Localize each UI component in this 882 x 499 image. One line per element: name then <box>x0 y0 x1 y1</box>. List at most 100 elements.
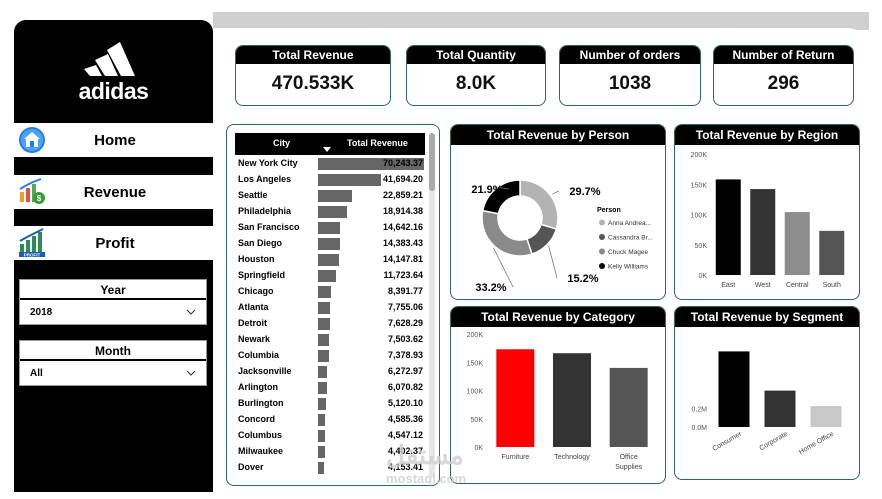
slice-data-label: 21.9% <box>471 184 502 196</box>
revenue-by-category-card: Total Revenue by Category 0K 50K 100K 150K 2… <box>450 306 666 484</box>
table-row[interactable]: New York City 70,243.37 <box>235 156 425 172</box>
bar[interactable] <box>496 349 535 447</box>
sort-desc-icon[interactable] <box>323 147 331 152</box>
year-dropdown[interactable]: 2018 <box>20 300 206 324</box>
revenue-by-segment-chart: 0.0M 0.2M Consumer Corporate Home Office <box>691 351 842 456</box>
revenue-data-bar <box>318 398 326 410</box>
kpi-value: 1038 <box>608 73 652 94</box>
month-slicer[interactable]: Month All <box>19 340 207 386</box>
chart-title: Total Revenue by Category <box>451 307 665 327</box>
legend-entry[interactable]: Cassandra Br... <box>608 235 653 242</box>
revenue-data-bar <box>318 414 325 426</box>
table-row[interactable]: Los Angeles 41,694.20 <box>235 172 425 188</box>
legend-entry[interactable]: Kelly Williams <box>608 264 649 271</box>
nav-profit[interactable]: PROFIT Profit <box>14 226 213 260</box>
legend-swatch <box>599 219 605 226</box>
revenue-data-bar <box>318 158 424 170</box>
column-header-total-revenue[interactable]: Total Revenue <box>347 138 408 148</box>
revenue-value: 14,383.43 <box>382 238 423 248</box>
bar[interactable] <box>750 189 776 275</box>
table-row[interactable]: Chicago 8,391.77 <box>235 284 425 300</box>
x-tick-label: South <box>823 282 841 289</box>
bar[interactable] <box>609 367 648 447</box>
city-name: Columbia <box>238 350 280 360</box>
y-tick-label: 50K <box>471 417 484 424</box>
bar[interactable] <box>718 351 750 427</box>
table-header: City Total Revenue <box>235 133 425 155</box>
revenue-icon: $ <box>17 177 47 207</box>
legend-title: Person <box>597 207 621 214</box>
y-tick-label: 0K <box>698 273 707 280</box>
year-selected-value: 2018 <box>30 306 53 318</box>
nav-home[interactable]: Home <box>14 123 213 157</box>
kpi-title: Total Revenue <box>236 46 390 64</box>
table-row[interactable]: Concord 4,585.36 <box>235 412 425 428</box>
pie-slice[interactable] <box>519 179 559 230</box>
nav-revenue[interactable]: $ Revenue <box>14 175 213 209</box>
table-row[interactable]: Newark 7,503.62 <box>235 332 425 348</box>
table-scrollbar[interactable] <box>429 133 435 478</box>
table-row[interactable]: Philadelphia 18,914.38 <box>235 204 425 220</box>
table-row[interactable]: Burlington 5,120.10 <box>235 396 425 412</box>
month-dropdown[interactable]: All <box>20 361 206 385</box>
table-row[interactable]: Seattle 22,859.21 <box>235 188 425 204</box>
slice-data-label: 15.2% <box>567 273 598 285</box>
revenue-value: 14,147.81 <box>382 254 423 264</box>
revenue-value: 7,503.62 <box>387 334 423 344</box>
kpi-total-revenue: Total Revenue 470.533K <box>235 45 391 106</box>
revenue-by-person-chart: 29.7% 15.2% 33.2% 21.9% Person Anna Andrea...… <box>471 179 653 294</box>
chevron-down-icon[interactable] <box>186 309 196 315</box>
table-row[interactable]: Columbus 4,547.12 <box>235 428 425 444</box>
column-header-city[interactable]: City <box>273 138 291 148</box>
pie-slice[interactable] <box>481 179 521 215</box>
city-revenue-table: City Total Revenue New York City 70,243.3… <box>226 124 440 486</box>
year-slicer[interactable]: Year 2018 <box>19 279 207 325</box>
table-row[interactable]: Springfield 11,723.64 <box>235 268 425 284</box>
revenue-data-bar <box>318 366 328 378</box>
legend-entry[interactable]: Anna Andrea... <box>608 220 651 227</box>
bar[interactable] <box>819 230 845 275</box>
brand-logo: adidas <box>14 20 213 125</box>
table-row[interactable]: Detroit 7,628.29 <box>235 316 425 332</box>
city-name: Milwaukee <box>238 446 284 456</box>
legend-swatch <box>599 248 605 255</box>
table-row[interactable]: San Francisco 14,642.16 <box>235 220 425 236</box>
city-name: Burlington <box>238 398 284 408</box>
table-row[interactable]: Columbia 7,378.93 <box>235 348 425 364</box>
table-row[interactable]: Dover 4,153.41 <box>235 460 425 476</box>
table-row[interactable]: Milwaukee 4,402.37 <box>235 444 425 460</box>
bar[interactable] <box>810 406 842 427</box>
revenue-value: 4,153.41 <box>387 462 423 472</box>
revenue-value: 7,378.93 <box>387 350 423 360</box>
city-name: Houston <box>238 254 275 264</box>
x-tick-label: Technology <box>554 454 590 461</box>
bar[interactable] <box>553 353 591 447</box>
table-row[interactable]: Jacksonville 6,272.97 <box>235 364 425 380</box>
home-icon <box>17 125 47 155</box>
bar[interactable] <box>715 179 741 275</box>
table-row[interactable]: San Diego 14,383.43 <box>235 236 425 252</box>
revenue-data-bar <box>318 286 331 298</box>
kpi-number-of-orders: Number of orders 1038 <box>559 45 701 106</box>
table-scrollbar-thumb[interactable] <box>429 133 435 191</box>
table-row[interactable]: Atlanta 7,755.06 <box>235 300 425 316</box>
pie-slice[interactable] <box>525 223 558 256</box>
y-tick-label: 50K <box>695 243 708 250</box>
slice-data-label: 33.2% <box>475 282 506 294</box>
pie-slice[interactable] <box>481 209 533 257</box>
chevron-down-icon[interactable] <box>186 370 196 376</box>
bar[interactable] <box>764 390 796 427</box>
kpi-value: 470.533K <box>271 73 355 94</box>
revenue-value: 4,585.36 <box>387 414 423 424</box>
bar[interactable] <box>784 212 810 275</box>
chart-title: Total Revenue by Region <box>675 125 859 145</box>
revenue-by-category-chart: 0K 50K 100K 150K 200K Furniture Technology Offi… <box>467 332 648 471</box>
legend-entry[interactable]: Chuck Magee <box>608 249 648 256</box>
table-row[interactable]: Houston 14,147.81 <box>235 252 425 268</box>
table-row[interactable]: Arlington 6,070.82 <box>235 380 425 396</box>
revenue-value: 18,914.38 <box>382 206 423 216</box>
year-slicer-title: Year <box>20 280 206 300</box>
revenue-value: 6,272.97 <box>387 366 423 376</box>
revenue-data-bar <box>318 334 330 346</box>
revenue-value: 5,120.10 <box>387 398 423 408</box>
